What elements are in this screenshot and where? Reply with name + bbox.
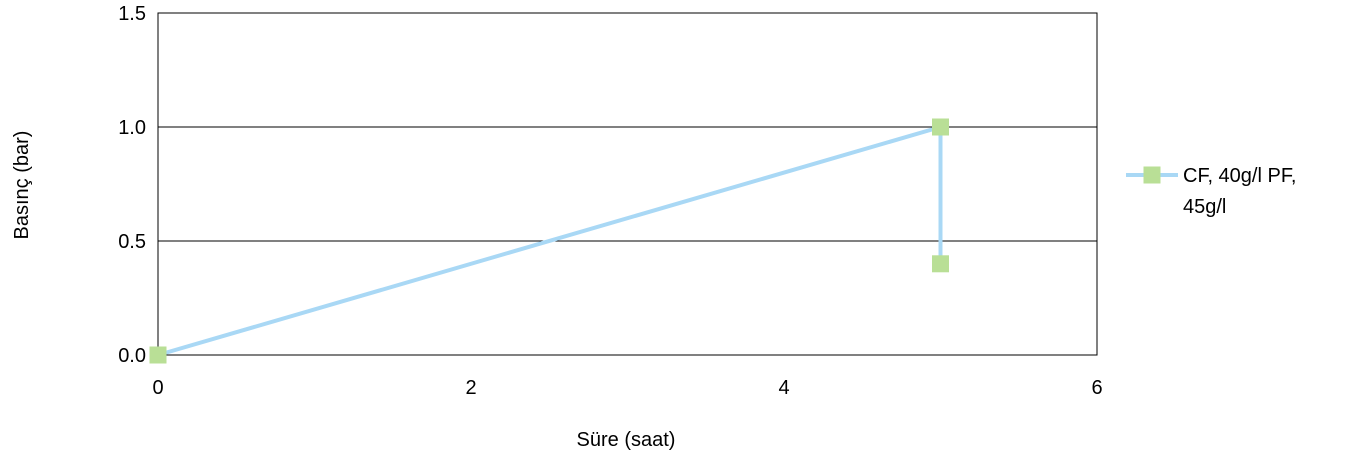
plot-area xyxy=(157,12,1098,356)
legend-entry-line-2: 45g/l xyxy=(1183,196,1226,218)
gridlines xyxy=(158,12,1097,356)
data-point xyxy=(932,118,949,136)
x-tick-label: 0 xyxy=(152,377,163,399)
x-tick-label: 6 xyxy=(1091,377,1102,399)
x-tick-label: 4 xyxy=(778,377,789,399)
legend-marker-swatch xyxy=(1143,166,1161,184)
x-axis-ticks: 0 2 4 6 xyxy=(152,377,1102,399)
y-axis-title: Basınç (bar) xyxy=(11,131,33,240)
y-tick-label: 0.0 xyxy=(118,345,146,367)
data-point xyxy=(932,255,949,273)
y-tick-label: 1.5 xyxy=(118,3,146,25)
y-axis-ticks: 0.0 0.5 1.0 1.5 xyxy=(118,3,146,367)
x-tick-label: 2 xyxy=(465,377,476,399)
legend: CF, 40g/l PF, 45g/l xyxy=(1126,165,1296,218)
y-tick-label: 1.0 xyxy=(118,117,146,139)
data-point xyxy=(149,346,167,364)
x-axis-title: Süre (saat) xyxy=(577,429,676,451)
y-tick-label: 0.5 xyxy=(118,231,146,253)
legend-entry-line-1: CF, 40g/l PF, xyxy=(1183,165,1296,187)
series-layer xyxy=(149,118,949,364)
